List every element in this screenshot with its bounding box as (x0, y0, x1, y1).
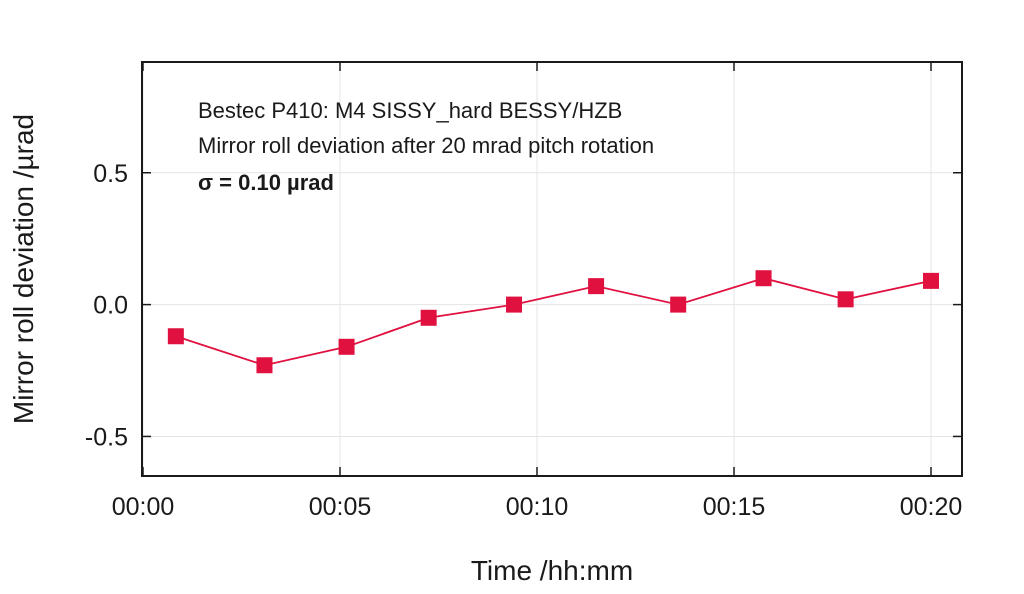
y-tick-label: -0.5 (85, 423, 128, 451)
x-tick-label: 00:15 (703, 493, 766, 521)
plot-frame (141, 61, 963, 477)
data-point-marker (256, 357, 273, 374)
annotation-description: Mirror roll deviation after 20 mrad pitc… (198, 133, 654, 158)
x-tick-label: 00:10 (506, 493, 569, 521)
grid (142, 62, 962, 476)
x-tick-label: 00:20 (900, 493, 963, 521)
annotation-sigma: σ = 0.10 µrad (198, 170, 334, 195)
series-line (175, 277, 932, 367)
data-point-marker (338, 338, 355, 355)
data-point-marker (167, 328, 184, 345)
data-point-marker (588, 278, 605, 295)
x-tick-label: 00:05 (309, 493, 372, 521)
annotation-instrument: Bestec P410: M4 SISSY_hard BESSY/HZB (198, 98, 622, 123)
data-point-marker (420, 309, 437, 326)
y-tick-label: 0.0 (93, 292, 128, 320)
data-point-marker (670, 296, 687, 313)
x-axis-label: Time /hh:mm (471, 555, 633, 586)
y-axis-label: Mirror roll deviation /µrad (8, 114, 39, 424)
data-point-marker (923, 272, 939, 289)
data-point-marker (755, 270, 772, 287)
series-layer (167, 270, 939, 374)
data-point-marker (506, 296, 523, 313)
y-tick-label: 0.5 (93, 160, 128, 188)
data-point-marker (837, 291, 854, 308)
ticks: 00:00 00:05 00:10 00:15 00:20 0.5 0.0 -0.5 (85, 62, 962, 521)
x-tick-label: 00:00 (112, 493, 175, 521)
